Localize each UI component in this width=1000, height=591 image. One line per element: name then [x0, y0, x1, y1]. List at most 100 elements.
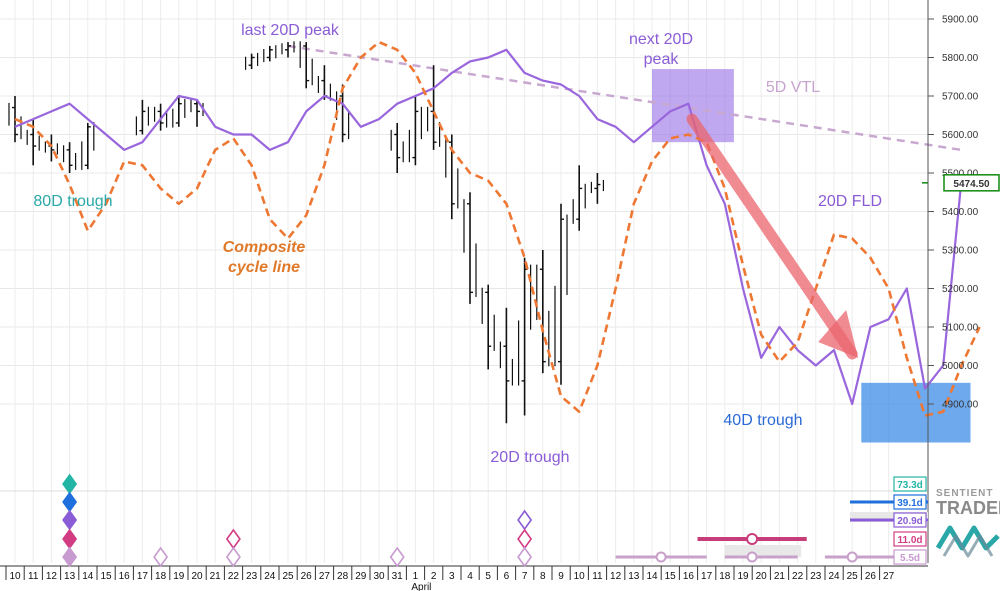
- fld-line: [14, 48, 963, 406]
- next-20d-peak-label: next 20D peak: [629, 31, 693, 68]
- x-tick-label: 10: [9, 571, 21, 582]
- cycle-range-5d-band: [724, 545, 802, 557]
- cycle-label-box: [893, 549, 927, 565]
- x-tick-label: 16: [683, 571, 695, 582]
- y-tick-label: 5400.00: [942, 207, 979, 218]
- cycle-markers: 73.3d 39.1d 20.9d 11.0d 5.5d: [62, 473, 928, 568]
- x-tick-label: 12: [46, 571, 58, 582]
- cycle-label-box: [893, 476, 927, 492]
- x-tick-label: 3: [449, 571, 455, 582]
- x-tick-label: 15: [665, 571, 677, 582]
- x-tick-label: 25: [282, 571, 294, 582]
- 20d-trough-label: 20D trough: [490, 449, 569, 466]
- cycle-range-5d-dot: [746, 551, 758, 563]
- 40d-trough-label: 40D trough: [723, 412, 802, 429]
- y-tick-label: 5300.00: [942, 246, 979, 257]
- cycle-label: 39.1d: [897, 498, 923, 509]
- cycle-label-box: [893, 531, 927, 547]
- cycle-diamond-open: [225, 546, 241, 568]
- x-tick-label: 15: [100, 571, 112, 582]
- vtl-layer: [287, 44, 962, 152]
- y-tick-label: 5000.00: [942, 361, 979, 372]
- y-tick-label: 5700.00: [942, 92, 979, 103]
- cycle-label-box: [893, 512, 927, 528]
- x-tick-label: 17: [701, 571, 713, 582]
- x-tick-label: 21: [774, 571, 786, 582]
- x-tick-label: 24: [828, 571, 840, 582]
- y-tick-label: 5200.00: [942, 284, 979, 295]
- x-tick-label: 23: [810, 571, 822, 582]
- grid-lines: [0, 0, 928, 563]
- 20d-trough-label-line: 20D trough: [490, 449, 569, 466]
- x-tick-label: 23: [246, 571, 258, 582]
- next-20d-peak-zone: [652, 69, 734, 143]
- cycle-band-20d: [850, 512, 928, 522]
- x-tick-label: 14: [82, 571, 94, 582]
- cycle-diamond-open: [517, 546, 533, 568]
- next-20d-peak-label-line: peak: [644, 51, 680, 68]
- x-tick-label: 18: [719, 571, 731, 582]
- x-tick-label: 22: [228, 571, 240, 582]
- vtl-label-line: 5D VTL: [766, 79, 820, 96]
- series-lines: [14, 40, 981, 417]
- vtl-label: 5D VTL: [766, 79, 820, 96]
- cycle-range-5d-dot: [655, 551, 667, 563]
- last-price-label: 5474.50: [953, 179, 990, 190]
- x-tick-label: 27: [883, 571, 895, 582]
- x-tick-label: 20: [191, 571, 203, 582]
- projection-arrow: [686, 113, 859, 360]
- x-tick-label: 26: [301, 571, 313, 582]
- x-tick-label: 8: [540, 571, 546, 582]
- projection-arrow-shaft: [686, 113, 858, 360]
- 40d-trough-zone: [861, 382, 971, 443]
- month-label: April: [411, 582, 431, 591]
- x-tick-label: 21: [210, 571, 222, 582]
- x-tick-label: 28: [337, 571, 349, 582]
- x-tick-label: 19: [173, 571, 185, 582]
- x-tick-label: 22: [792, 571, 804, 582]
- y-tick-label: 5600.00: [942, 130, 979, 141]
- x-tick-label: 25: [847, 571, 859, 582]
- x-tick-label: 5: [485, 571, 491, 582]
- y-tick-label: 4900.00: [942, 400, 979, 411]
- 80d-trough-label-line: 80D trough: [33, 193, 112, 210]
- next-20d-peak-label-line: next 20D: [629, 31, 693, 48]
- cycle-label: 5.5d: [900, 553, 920, 564]
- composite-cycle-line: [14, 40, 981, 417]
- x-tick-label: 30: [373, 571, 385, 582]
- x-tick-label: 9: [558, 571, 564, 582]
- y-tick-label: 5900.00: [942, 15, 979, 26]
- logo-wave-mark: [935, 525, 1000, 551]
- composite-cycle-label: Composite cycle line: [223, 239, 306, 276]
- x-tick-label: 18: [155, 571, 167, 582]
- cycle-label: 20.9d: [897, 516, 923, 527]
- x-tick-label: 11: [28, 571, 39, 582]
- cycle-diamond-open: [153, 546, 169, 568]
- x-tick-label: 31: [392, 571, 404, 582]
- y-tick-label: 5100.00: [942, 323, 979, 334]
- last-20d-peak-label-line: last 20D peak: [241, 22, 340, 39]
- annotations: last 20D peak next 20D peak 5D VTL 80D troug…: [33, 22, 882, 466]
- x-tick-label: 27: [319, 571, 331, 582]
- cycle-range-5d-dot: [846, 551, 858, 563]
- x-tick-label: 26: [865, 571, 877, 582]
- last-price-box: [943, 174, 1000, 192]
- x-tick-label: 17: [137, 571, 149, 582]
- x-tick-label: 6: [504, 571, 510, 582]
- x-tick-label: 2: [431, 571, 437, 582]
- 20d-fld-label-line: 20D FLD: [818, 193, 882, 210]
- x-tick-label: 19: [737, 571, 749, 582]
- x-tick-label: 11: [592, 571, 603, 582]
- vtl-line: [287, 44, 962, 152]
- x-tick-label: 29: [355, 571, 367, 582]
- x-tick-label: 13: [628, 571, 640, 582]
- logo-word-2: TRADER: [936, 498, 1000, 518]
- x-tick-label: 1: [413, 571, 419, 582]
- y-axis: 4900.00 5000.00 5100.00 5200.00 5300.00 5400.…: [922, 0, 1000, 563]
- x-tick-label: 14: [646, 571, 658, 582]
- x-axis: 10 11 12 13 14 15 16 17 18 19 20 21 22 23 24 25 26 27 28 29…: [0, 565, 928, 591]
- x-tick-label: 24: [264, 571, 276, 582]
- cycle-diamond-open: [389, 546, 405, 568]
- y-tick-label: 5500.00: [942, 169, 979, 180]
